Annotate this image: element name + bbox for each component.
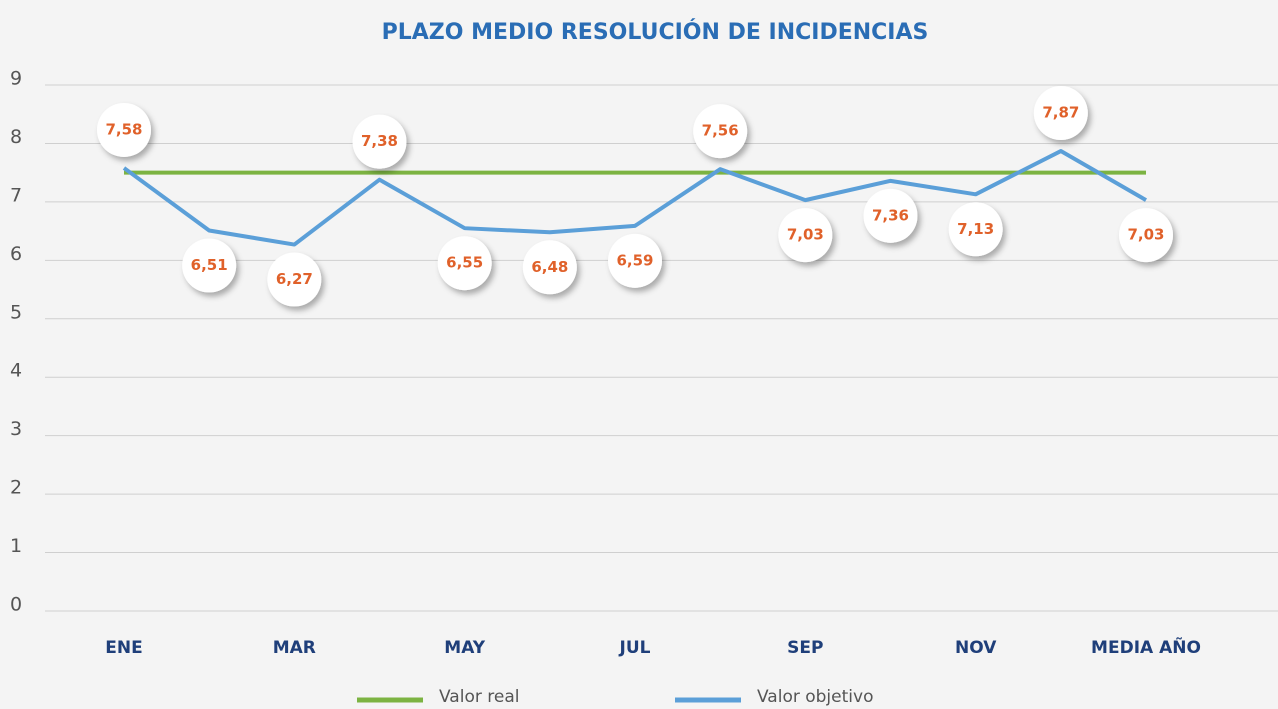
data-label-bubble	[97, 102, 151, 157]
data-label-bubble	[182, 238, 237, 293]
data-label-text: 7,56	[702, 122, 739, 140]
legend-label: Valor real	[439, 687, 519, 707]
y-tick-label: 5	[10, 301, 22, 323]
y-tick-label: 7	[10, 184, 22, 206]
y-tick-label: 6	[10, 243, 22, 265]
data-label-bubble	[522, 240, 577, 295]
data-label-text: 7,36	[872, 206, 909, 224]
series-line	[122, 149, 1147, 247]
y-tick-label: 8	[10, 126, 22, 148]
data-label: 6,55	[437, 236, 492, 291]
y-tick-label: 0	[10, 594, 22, 616]
data-label-bubble	[693, 104, 748, 159]
data-label-bubble	[1033, 86, 1088, 141]
data-label: 7,36	[863, 188, 918, 243]
data-label-bubble	[437, 236, 492, 291]
y-tick-label: 1	[10, 535, 22, 557]
data-label-bubble	[267, 252, 322, 307]
data-label-bubble	[1119, 208, 1173, 263]
data-label: 6,59	[608, 233, 662, 288]
data-label-text: 6,48	[531, 258, 568, 276]
data-label-bubble	[863, 188, 918, 243]
data-label: 7,87	[1033, 86, 1088, 141]
data-label-text: 6,55	[446, 254, 483, 272]
chart-title: PLAZO MEDIO RESOLUCIÓN DE INCIDENCIAS	[382, 19, 929, 45]
data-label-bubble	[948, 202, 1003, 257]
data-label: 7,13	[948, 202, 1003, 257]
data-label-text: 7,13	[957, 220, 994, 238]
x-tick-label: JUL	[619, 638, 651, 658]
x-tick-label: MAR	[273, 638, 316, 658]
data-label: 7,58	[97, 102, 151, 157]
data-label-bubble	[608, 233, 662, 288]
y-tick-label: 4	[10, 360, 22, 382]
data-label-text: 6,27	[276, 270, 313, 288]
data-label-text: 7,03	[787, 226, 824, 244]
y-tick-label: 3	[10, 418, 22, 440]
x-tick-label: SEP	[787, 638, 823, 658]
legend-label: Valor objetivo	[757, 687, 873, 707]
data-label-bubble	[352, 114, 407, 169]
data-label-bubble	[778, 208, 833, 263]
y-tick-label: 2	[10, 477, 22, 499]
data-label-text: 7,03	[1127, 226, 1164, 244]
data-label: 7,38	[352, 114, 407, 169]
data-label-text: 7,38	[361, 132, 398, 150]
y-tick-label: 9	[10, 68, 22, 90]
x-tick-label: MEDIA AÑO	[1091, 635, 1201, 658]
data-label: 6,48	[522, 240, 577, 295]
data-label-text: 7,58	[105, 120, 142, 138]
x-tick-label: ENE	[105, 638, 142, 658]
data-label: 6,51	[182, 238, 237, 293]
data-label: 7,56	[693, 104, 748, 159]
data-label: 7,03	[1119, 208, 1173, 263]
data-label: 6,27	[267, 252, 322, 307]
data-label-text: 6,51	[191, 256, 228, 274]
x-tick-label: MAY	[444, 638, 485, 658]
data-label-text: 7,87	[1042, 104, 1079, 122]
data-label: 7,03	[778, 208, 833, 263]
x-tick-label: NOV	[955, 638, 997, 658]
data-label-text: 6,59	[616, 251, 653, 269]
